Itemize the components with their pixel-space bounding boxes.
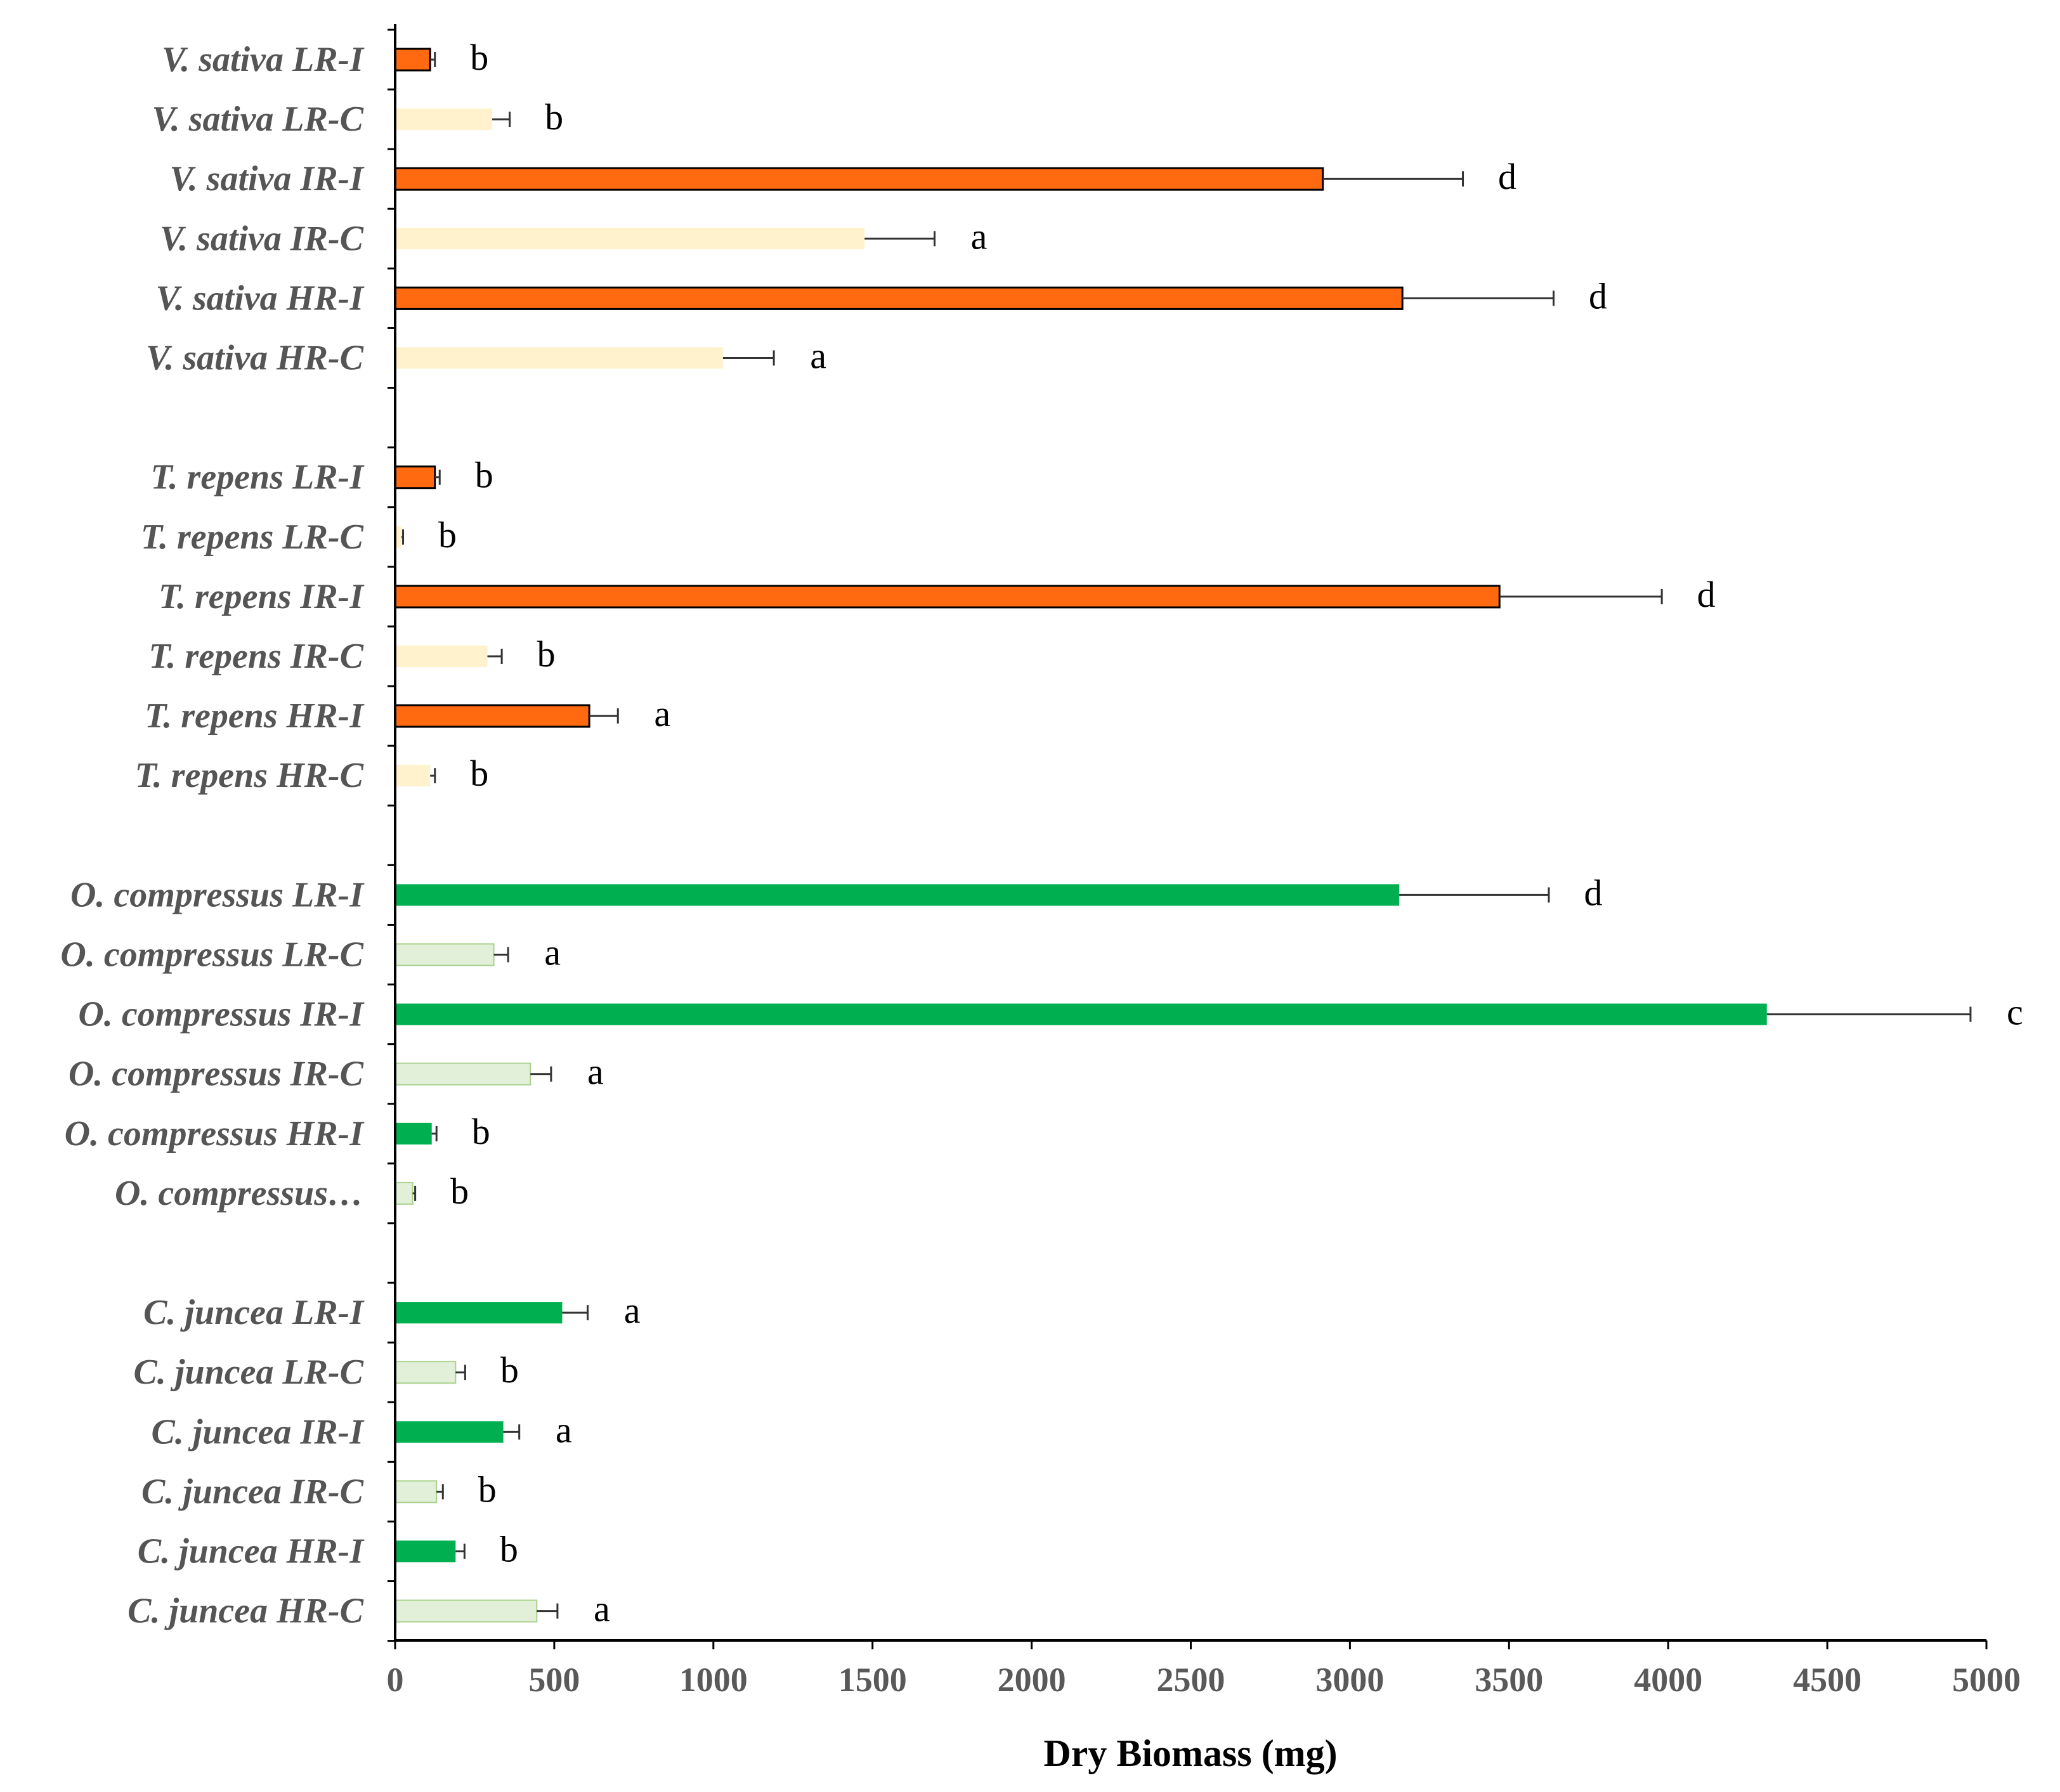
significance-label-0-0: b bbox=[470, 37, 488, 78]
significance-label-0-5: a bbox=[810, 335, 826, 377]
significance-label-3-2: a bbox=[556, 1409, 572, 1450]
bar-1-4 bbox=[394, 704, 590, 728]
bar-2-5 bbox=[394, 1181, 414, 1205]
x-tick-label-9: 4500 bbox=[1793, 1661, 1861, 1699]
bar-2-2 bbox=[395, 1003, 1767, 1025]
significance-label-2-5: b bbox=[450, 1171, 469, 1212]
significance-label-1-0: b bbox=[475, 455, 493, 496]
category-label-0-2: V. sativa IR-I bbox=[170, 159, 365, 198]
x-tick-label-0: 0 bbox=[387, 1661, 404, 1699]
significance-label-2-4: b bbox=[472, 1111, 490, 1152]
bar-2-0 bbox=[395, 884, 1400, 906]
x-tick-label-10: 5000 bbox=[1952, 1661, 2021, 1699]
category-label-1-5: T. repens HR-C bbox=[135, 756, 364, 795]
significance-label-3-0: a bbox=[624, 1290, 641, 1331]
category-label-0-3: V. sativa IR-C bbox=[160, 219, 364, 258]
bar-1-5 bbox=[395, 765, 431, 787]
category-label-0-1: V. sativa LR-C bbox=[152, 100, 364, 139]
category-label-0-4: V. sativa HR-I bbox=[156, 278, 365, 318]
category-label-1-4: T. repens HR-I bbox=[145, 696, 365, 736]
x-tick-label-7: 3500 bbox=[1475, 1661, 1543, 1699]
x-tick-label-4: 2000 bbox=[998, 1661, 1066, 1699]
x-axis-title: Dry Biomass (mg) bbox=[1043, 1732, 1337, 1774]
bar-3-3 bbox=[394, 1480, 438, 1503]
significance-label-2-0: d bbox=[1584, 872, 1603, 913]
category-label-2-2: O. compressus IR-I bbox=[78, 995, 365, 1034]
significance-label-0-1: b bbox=[545, 96, 563, 138]
category-label-0-5: V. sativa HR-C bbox=[146, 339, 363, 378]
significance-label-3-1: b bbox=[500, 1349, 519, 1391]
significance-label-1-5: b bbox=[470, 753, 488, 794]
bar-2-4 bbox=[395, 1122, 432, 1145]
category-label-3-1: C. juncea LR-C bbox=[134, 1353, 364, 1392]
category-label-2-3: O. compressus IR-C bbox=[68, 1055, 364, 1094]
significance-label-0-4: d bbox=[1589, 275, 1607, 316]
bar-0-1 bbox=[395, 108, 493, 131]
bar-0-2 bbox=[394, 167, 1324, 191]
bar-3-5 bbox=[394, 1599, 538, 1623]
bar-3-0 bbox=[395, 1302, 563, 1324]
x-tick-label-8: 4000 bbox=[1634, 1661, 1702, 1699]
significance-label-1-3: b bbox=[537, 633, 556, 675]
significance-label-0-2: d bbox=[1498, 156, 1516, 197]
significance-label-1-4: a bbox=[654, 693, 670, 734]
category-label-2-0: O. compressus LR-I bbox=[70, 875, 365, 914]
category-label-3-3: C. juncea IR-C bbox=[141, 1472, 364, 1511]
x-tick-label-5: 2500 bbox=[1157, 1661, 1225, 1699]
bar-0-5 bbox=[395, 347, 723, 369]
significance-label-2-2: c bbox=[2007, 992, 2023, 1033]
bar-3-4 bbox=[395, 1540, 456, 1562]
significance-label-0-3: a bbox=[971, 216, 988, 257]
error-bars-layer bbox=[401, 52, 1972, 1619]
category-label-2-4: O. compressus HR-I bbox=[65, 1114, 365, 1153]
category-label-1-3: T. repens IR-C bbox=[148, 637, 363, 676]
category-label-2-5: O. compressus… bbox=[115, 1174, 363, 1213]
category-label-2-1: O. compressus LR-C bbox=[60, 935, 363, 975]
significance-label-3-4: b bbox=[500, 1529, 518, 1570]
axes-layer: 0 500 1000 1500 2000 2500 3000 3500 4000 4500 5000 bbox=[387, 24, 2021, 1699]
bar-1-3 bbox=[395, 646, 488, 667]
bar-0-0 bbox=[394, 48, 431, 72]
x-tick-label-1: 500 bbox=[528, 1661, 580, 1699]
x-tick-label-6: 3000 bbox=[1315, 1661, 1384, 1699]
x-tick-label-2: 1000 bbox=[679, 1661, 748, 1699]
bar-0-4 bbox=[394, 286, 1404, 310]
category-label-3-5: C. juncea HR-C bbox=[127, 1592, 363, 1631]
x-tick-label-3: 1500 bbox=[838, 1661, 907, 1699]
significance-label-3-5: a bbox=[594, 1588, 610, 1630]
significance-label-2-1: a bbox=[544, 932, 561, 973]
bar-1-2 bbox=[394, 585, 1501, 609]
significance-label-1-1: b bbox=[438, 514, 457, 555]
category-label-0-0: V. sativa LR-I bbox=[162, 40, 365, 79]
bar-1-1 bbox=[395, 526, 402, 548]
category-label-3-0: C. juncea LR-I bbox=[143, 1293, 365, 1332]
bar-2-1 bbox=[394, 943, 495, 966]
bars-layer bbox=[394, 48, 1767, 1623]
category-label-1-0: T. repens LR-I bbox=[150, 458, 365, 497]
bar-0-3 bbox=[395, 228, 865, 250]
category-label-3-2: C. juncea IR-I bbox=[152, 1412, 365, 1451]
significance-label-3-3: b bbox=[478, 1469, 497, 1510]
category-label-3-4: C. juncea HR-I bbox=[138, 1532, 365, 1571]
significance-label-1-2: d bbox=[1697, 574, 1716, 615]
bar-3-1 bbox=[394, 1361, 457, 1384]
significance-label-2-3: a bbox=[587, 1051, 604, 1093]
bar-1-0 bbox=[394, 465, 436, 490]
bar-3-2 bbox=[395, 1421, 504, 1443]
category-label-1-2: T. repens IR-I bbox=[159, 577, 365, 616]
category-labels-layer: V. sativa LR-I V. sativa LR-C V. sativa IR… bbox=[60, 40, 365, 1631]
category-label-1-1: T. repens LR-C bbox=[141, 517, 364, 557]
bar-2-3 bbox=[394, 1062, 531, 1086]
